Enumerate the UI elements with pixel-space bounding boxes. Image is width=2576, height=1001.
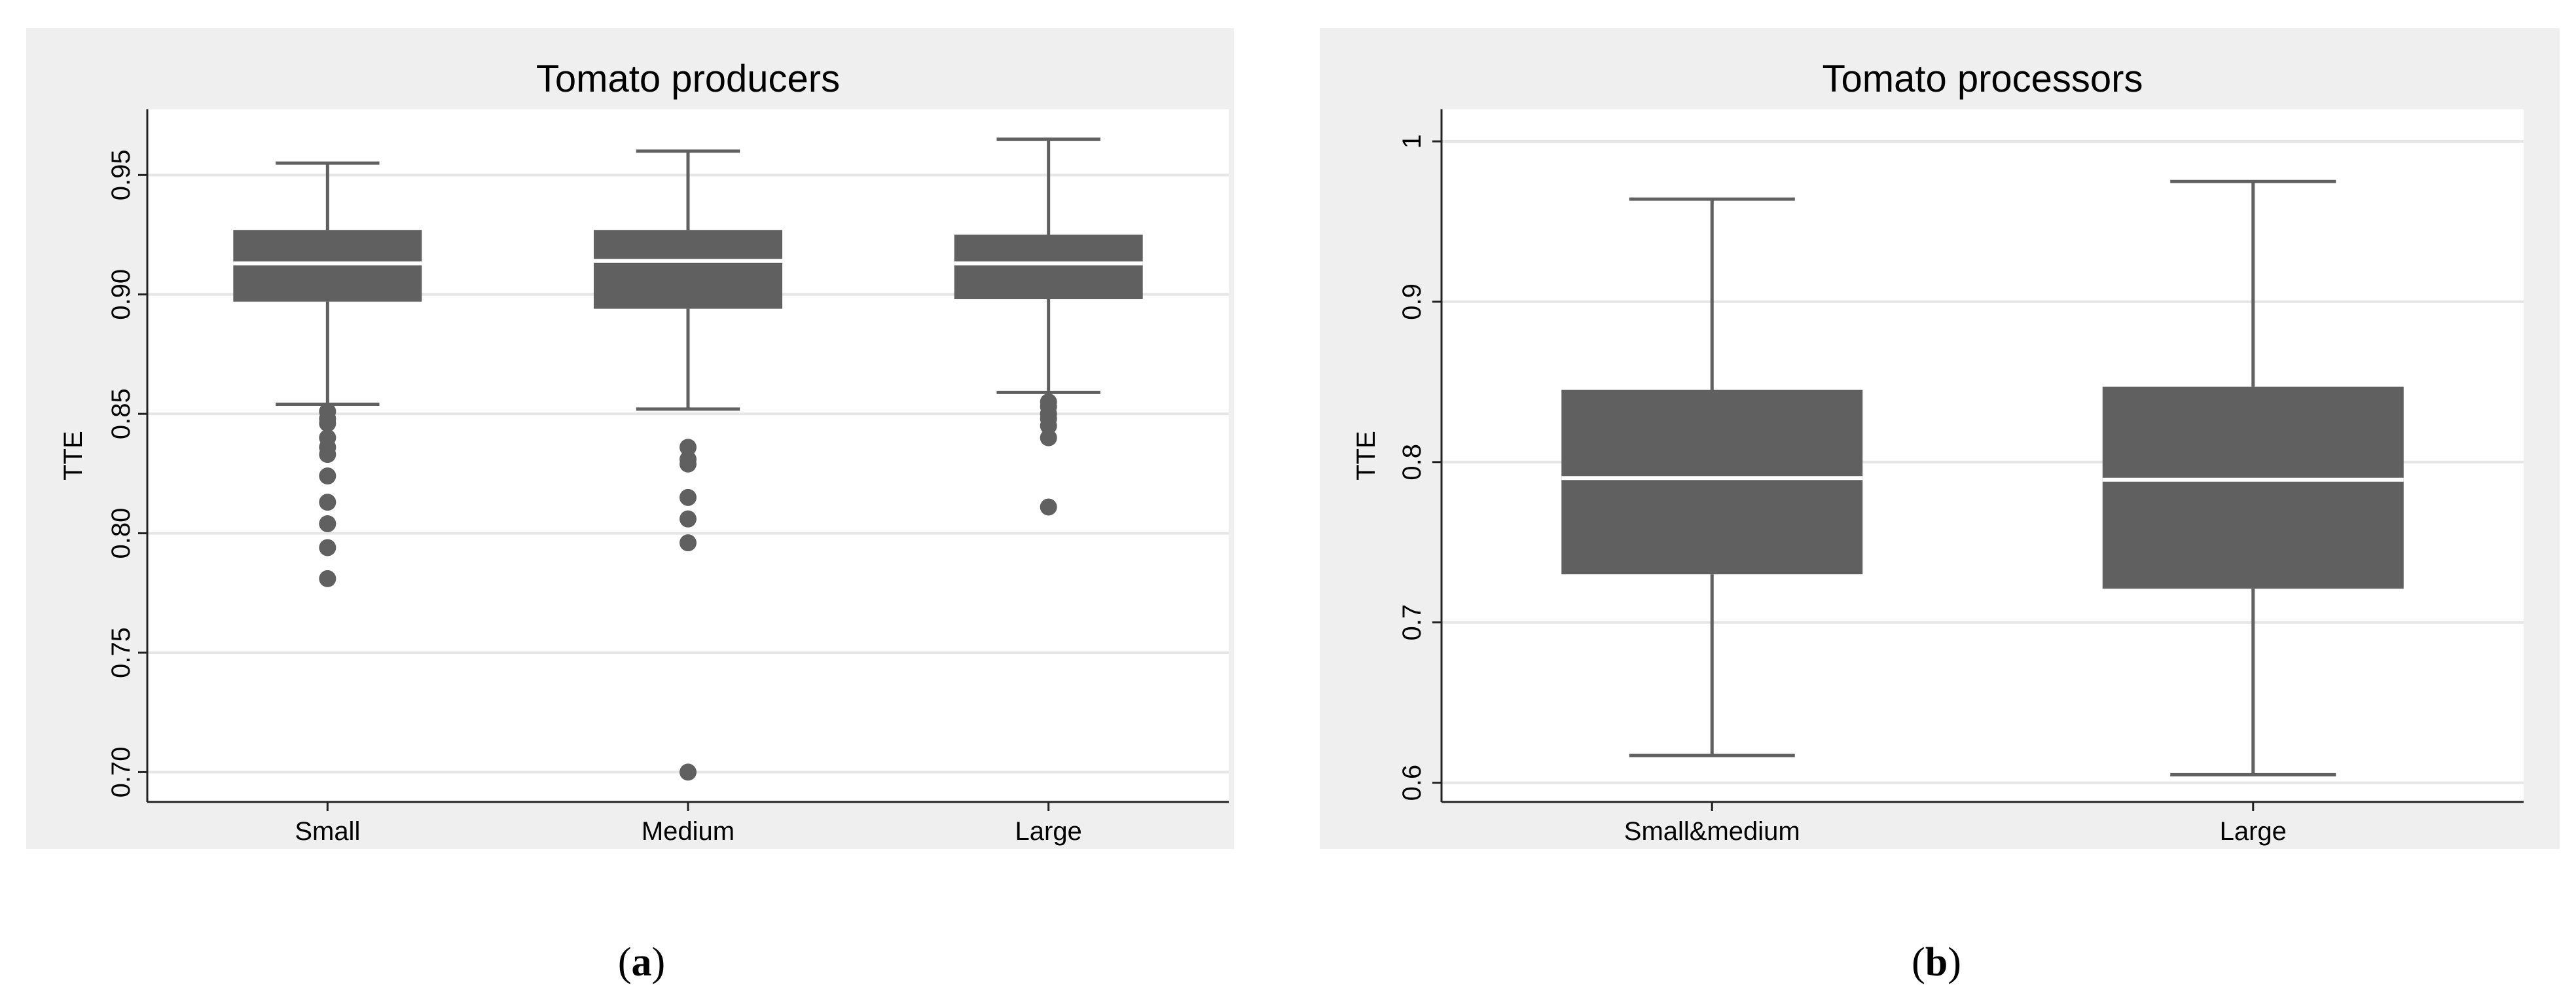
outlier-point [319, 494, 336, 511]
subcaption-a: (a) [618, 940, 665, 985]
outlier-point [680, 763, 697, 781]
chart-title: Tomato producers [536, 58, 840, 100]
outlier-point [680, 510, 697, 528]
box-iqr [2102, 386, 2404, 589]
outlier-point [319, 570, 336, 587]
subcaption-a-letter: a [632, 940, 652, 985]
box-iqr [954, 234, 1143, 300]
y-tick-label: 0.6 [1398, 765, 1426, 801]
outlier-point [1040, 417, 1057, 435]
outlier-point [680, 534, 697, 552]
outlier-point [319, 414, 336, 432]
y-axis-label: TTE [1352, 431, 1381, 481]
subcaption-b: (b) [1912, 940, 1961, 985]
x-tick-label: Small&medium [1624, 817, 1800, 846]
box-iqr [1561, 390, 1863, 575]
y-tick-label: 0.85 [107, 388, 136, 439]
x-tick-label: Medium [642, 817, 735, 846]
outlier-point [319, 467, 336, 485]
y-tick-label: 0.75 [107, 627, 136, 678]
y-tick-label: 0.70 [107, 746, 136, 797]
y-tick-label: 0.8 [1398, 444, 1426, 481]
y-axis-label: TTE [59, 431, 88, 481]
panel-a: Tomato producers 0.70 0.75 0.80 0.85 0.90 0.95… [26, 28, 1234, 849]
outlier-point [1040, 429, 1057, 446]
y-tick-label: 0.9 [1398, 283, 1426, 320]
box-iqr [233, 230, 422, 302]
outlier-point [680, 439, 697, 456]
panel-b: Tomato processors 0.6 0.7 0.8 0.9 1 TTE Small&m… [1320, 28, 2560, 849]
outlier-point [1040, 498, 1057, 516]
outlier-point [319, 515, 336, 532]
outlier-point [680, 488, 697, 506]
y-tick-label: 0.80 [107, 508, 136, 559]
box-iqr [594, 230, 782, 309]
x-tick-label: Large [1015, 817, 1082, 846]
chart-title: Tomato processors [1823, 58, 2143, 100]
y-tick-label: 0.90 [107, 269, 136, 320]
outlier-point [319, 446, 336, 464]
y-tick-label: 1 [1398, 134, 1426, 149]
x-tick-label: Large [2220, 817, 2287, 846]
y-tick-label: 0.95 [107, 149, 136, 200]
y-tick-label: 0.7 [1398, 604, 1426, 641]
outlier-point [680, 455, 697, 473]
outlier-point [319, 539, 336, 556]
subcaption-b-letter: b [1925, 940, 1948, 985]
x-tick-label: Small [295, 817, 360, 846]
